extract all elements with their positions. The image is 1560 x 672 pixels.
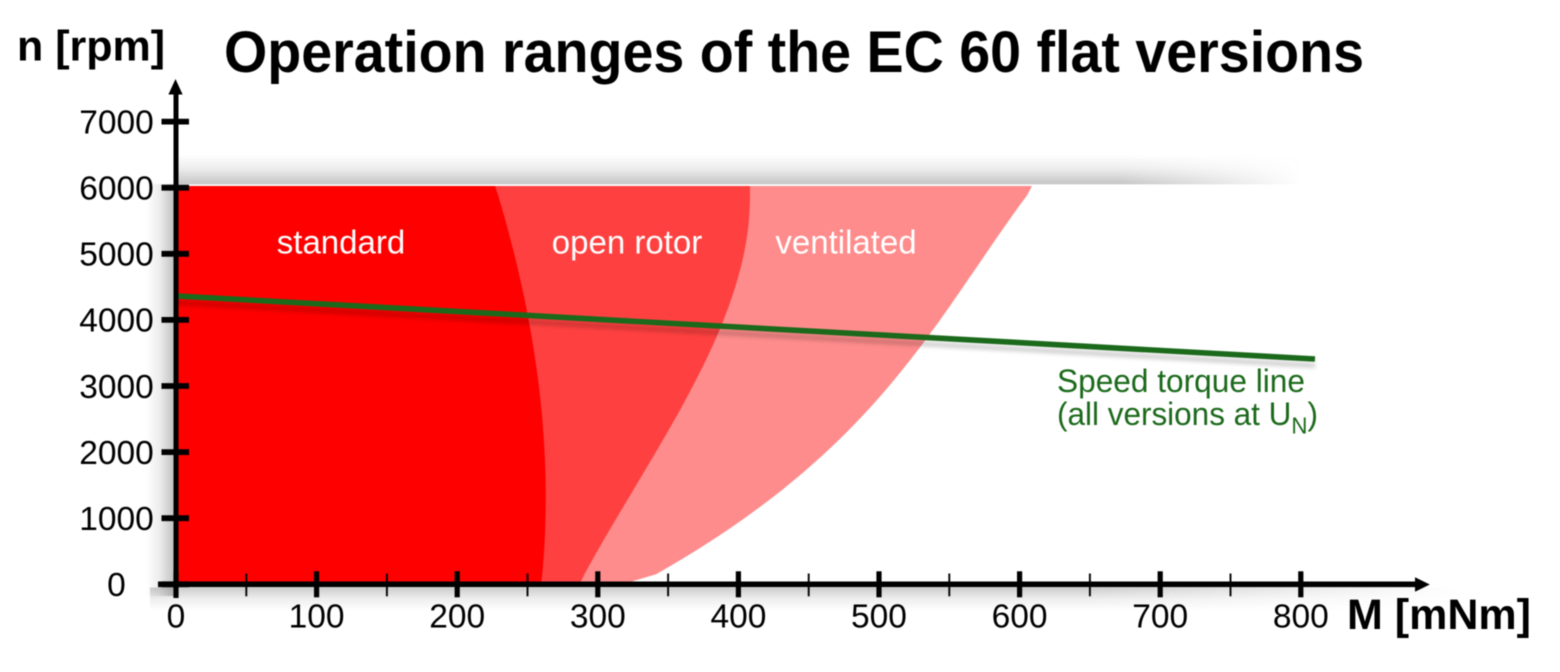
- svg-text:100: 100: [289, 599, 345, 636]
- svg-text:500: 500: [851, 599, 907, 636]
- svg-text:2000: 2000: [79, 435, 154, 472]
- svg-text:5000: 5000: [79, 237, 154, 274]
- svg-text:200: 200: [429, 599, 485, 636]
- svg-text:3000: 3000: [79, 369, 154, 406]
- svg-text:4000: 4000: [79, 303, 154, 340]
- svg-text:M [mNm]: M [mNm]: [1347, 591, 1531, 639]
- svg-text:standard: standard: [277, 224, 405, 261]
- svg-text:(all versions at UN): (all versions at UN): [1057, 396, 1318, 439]
- svg-text:6000: 6000: [79, 171, 154, 208]
- svg-text:400: 400: [710, 599, 766, 636]
- svg-text:700: 700: [1132, 599, 1188, 636]
- svg-text:600: 600: [992, 599, 1048, 636]
- svg-text:n [rpm]: n [rpm]: [17, 23, 165, 71]
- svg-text:300: 300: [570, 599, 626, 636]
- svg-text:open rotor: open rotor: [552, 224, 702, 261]
- svg-text:Speed torque line: Speed torque line: [1057, 363, 1305, 399]
- svg-text:7000: 7000: [79, 104, 154, 141]
- svg-text:1000: 1000: [79, 501, 154, 538]
- svg-text:0: 0: [107, 567, 126, 604]
- svg-text:800: 800: [1273, 599, 1329, 636]
- svg-text:ventilated: ventilated: [775, 224, 916, 261]
- svg-text:0: 0: [167, 599, 186, 636]
- svg-text:Operation ranges of the EC 60: Operation ranges of the EC 60 flat versi…: [224, 20, 1364, 85]
